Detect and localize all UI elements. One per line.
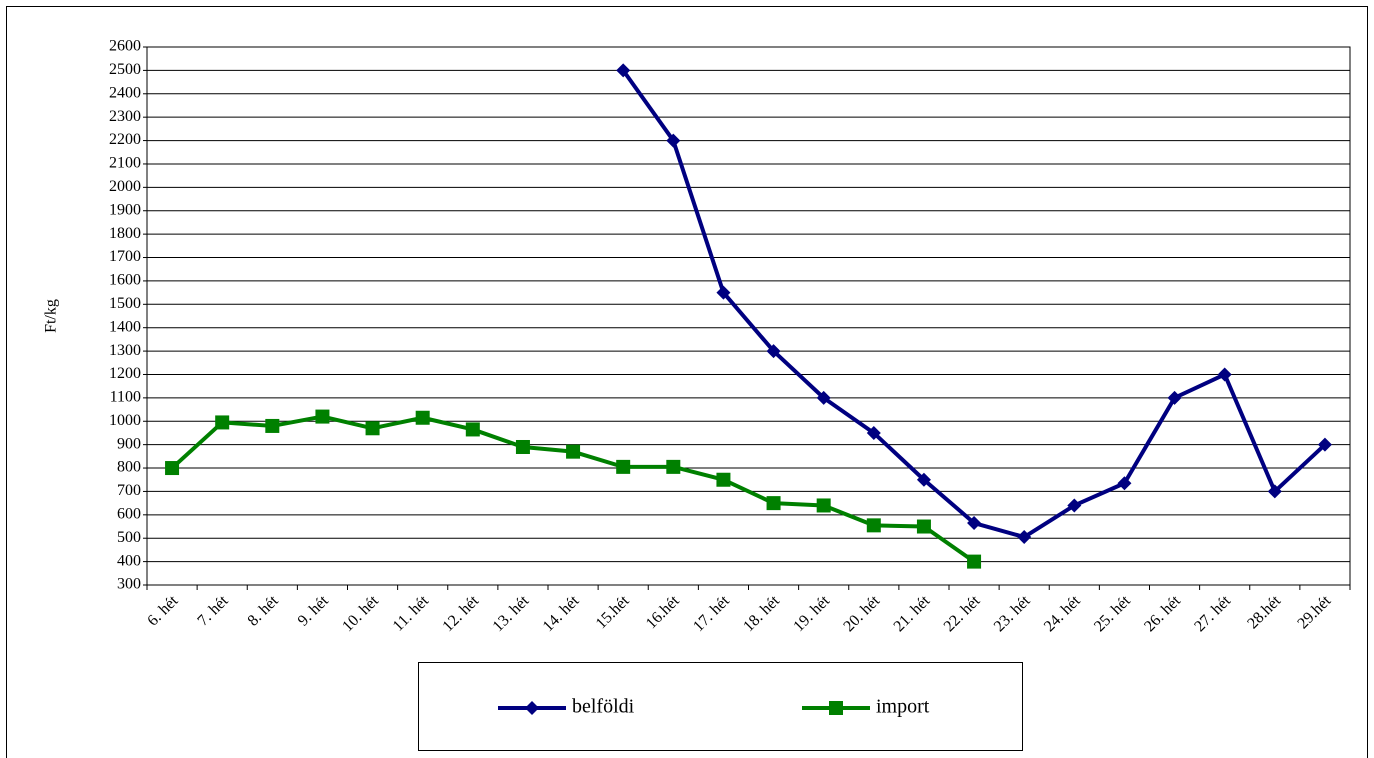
y-tick-label: 1500: [109, 295, 141, 312]
legend-label: belföldi: [572, 696, 635, 718]
point: [265, 418, 280, 433]
y-tick-label: 500: [117, 529, 141, 546]
y-axis-label: Ft/kg: [43, 299, 60, 333]
y-tick-label: 2600: [109, 38, 141, 55]
point: [866, 425, 881, 440]
point: [616, 459, 631, 474]
point: [415, 410, 430, 425]
y-tick-label: 2100: [109, 155, 141, 172]
point: [1317, 437, 1332, 452]
point: [666, 459, 681, 474]
point: [816, 390, 831, 405]
y-tick-label: 600: [117, 505, 141, 522]
point: [967, 554, 982, 569]
y-tick-label: 2000: [109, 178, 141, 195]
y-tick-label: 1200: [109, 365, 141, 382]
point: [1067, 498, 1082, 513]
point: [1267, 484, 1282, 499]
y-tick-label: 1800: [109, 225, 141, 242]
point: [967, 516, 982, 531]
point: [716, 472, 731, 487]
y-tick-label: 400: [117, 552, 141, 569]
point: [666, 133, 681, 148]
point: [465, 422, 480, 437]
y-tick-label: 300: [117, 576, 141, 593]
point: [365, 421, 380, 436]
y-tick-label: 2200: [109, 131, 141, 148]
y-tick-label: 2500: [109, 61, 141, 78]
point: [1017, 530, 1032, 545]
legend-label: import: [876, 696, 930, 718]
y-tick-label: 800: [117, 459, 141, 476]
y-tick-label: 1400: [109, 318, 141, 335]
y-tick-label: 1600: [109, 272, 141, 289]
point: [866, 518, 881, 533]
point: [566, 444, 581, 459]
y-tick-label: 900: [117, 435, 141, 452]
point: [816, 498, 831, 513]
chart-border: [6, 6, 1368, 758]
point: [829, 701, 843, 715]
y-tick-label: 700: [117, 482, 141, 499]
point: [766, 496, 781, 511]
y-tick-label: 1700: [109, 248, 141, 265]
point: [916, 519, 931, 534]
point: [525, 701, 539, 715]
y-tick-label: 2400: [109, 84, 141, 101]
point: [916, 472, 931, 487]
point: [1217, 367, 1232, 382]
point: [165, 461, 180, 476]
point: [716, 285, 731, 300]
point: [315, 409, 330, 424]
y-tick-label: 2300: [109, 108, 141, 125]
point: [1117, 476, 1132, 491]
point: [616, 63, 631, 78]
legend: belföldi import: [418, 662, 1023, 751]
y-tick-label: 1900: [109, 201, 141, 218]
y-tick-label: 1300: [109, 342, 141, 359]
point: [215, 415, 230, 430]
y-tick-label: 1000: [109, 412, 141, 429]
point: [766, 344, 781, 359]
point: [515, 439, 530, 454]
point: [1167, 390, 1182, 405]
y-tick-label: 1100: [110, 389, 141, 406]
